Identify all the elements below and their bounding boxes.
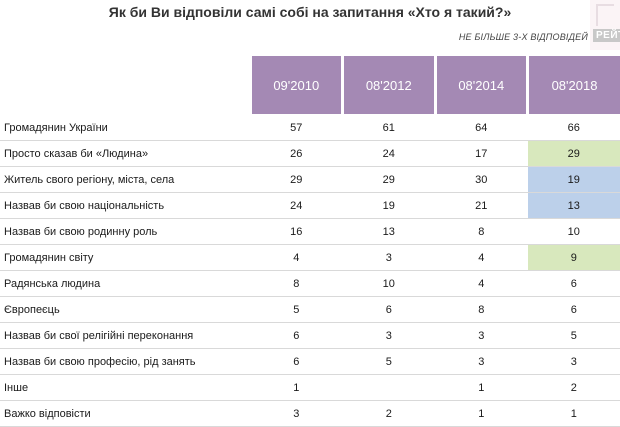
header-row: 09'2010 08'2012 08'2014 08'2018 (0, 56, 620, 115)
row-label: Європеєць (0, 297, 250, 323)
value-cell: 64 (435, 115, 528, 141)
column-header: 08'2018 (528, 56, 620, 115)
value-cell: 3 (435, 349, 528, 375)
value-cell: 30 (435, 167, 528, 193)
row-label: Назвав би свою професію, рід занять (0, 349, 250, 375)
logo-mark-icon (596, 4, 614, 26)
value-cell: 6 (528, 297, 620, 323)
value-cell: 29 (343, 167, 436, 193)
value-cell: 9 (528, 245, 620, 271)
row-label: Інше (0, 375, 250, 401)
value-cell: 24 (343, 141, 436, 167)
brand-text: РЕЙТ (593, 29, 620, 42)
value-cell: 6 (528, 271, 620, 297)
row-label: Житель свого регіону, міста, села (0, 167, 250, 193)
value-cell: 1 (435, 401, 528, 427)
value-cell: 2 (343, 401, 436, 427)
value-cell: 17 (435, 141, 528, 167)
value-cell: 6 (343, 297, 436, 323)
value-cell: 1 (250, 375, 343, 401)
value-cell: 6 (250, 323, 343, 349)
value-cell: 10 (343, 271, 436, 297)
chart-title: Як би Ви відповіли самі собі на запитанн… (0, 4, 620, 20)
row-label: Громадянин світу (0, 245, 250, 271)
value-cell: 57 (250, 115, 343, 141)
value-cell: 3 (528, 349, 620, 375)
value-cell: 3 (343, 245, 436, 271)
header-blank-cell (0, 56, 250, 115)
row-label: Назвав би свою родинну роль (0, 219, 250, 245)
value-cell: 4 (435, 271, 528, 297)
row-label: Громадянин України (0, 115, 250, 141)
value-cell: 66 (528, 115, 620, 141)
column-header: 08'2014 (435, 56, 528, 115)
brand-logo: РЕЙТ (590, 0, 620, 50)
value-cell: 2 (528, 375, 620, 401)
row-label: Радянська людина (0, 271, 250, 297)
value-cell: 5 (250, 297, 343, 323)
value-cell: 4 (250, 245, 343, 271)
value-cell: 26 (250, 141, 343, 167)
data-table: 09'2010 08'2012 08'2014 08'2018 Громадян… (0, 56, 620, 427)
value-cell: 16 (250, 219, 343, 245)
value-cell: 24 (250, 193, 343, 219)
value-cell: 19 (343, 193, 436, 219)
column-header: 09'2010 (250, 56, 343, 115)
row-label: Назвав би свою національність (0, 193, 250, 219)
value-cell: 5 (343, 349, 436, 375)
value-cell: 3 (250, 401, 343, 427)
value-cell (343, 375, 436, 401)
value-cell: 4 (435, 245, 528, 271)
column-header: 08'2012 (343, 56, 436, 115)
row-label: Важко відповісти (0, 401, 250, 427)
value-cell: 6 (250, 349, 343, 375)
row-label: Просто сказав би «Людина» (0, 141, 250, 167)
value-cell: 8 (435, 297, 528, 323)
value-cell: 3 (435, 323, 528, 349)
row-label: Назвав би свої релігійні переконання (0, 323, 250, 349)
value-cell: 1 (528, 401, 620, 427)
value-cell: 29 (528, 141, 620, 167)
value-cell: 61 (343, 115, 436, 141)
chart-subtitle: НЕ БІЛЬШЕ 3-Х ВІДПОВІДЕЙ (0, 32, 588, 42)
value-cell: 3 (343, 323, 436, 349)
value-cell: 29 (250, 167, 343, 193)
value-cell: 19 (528, 167, 620, 193)
value-cell: 13 (343, 219, 436, 245)
value-cell: 8 (250, 271, 343, 297)
value-cell: 13 (528, 193, 620, 219)
value-cell: 21 (435, 193, 528, 219)
value-cell: 8 (435, 219, 528, 245)
value-cell: 5 (528, 323, 620, 349)
value-cell: 1 (435, 375, 528, 401)
value-cell: 10 (528, 219, 620, 245)
